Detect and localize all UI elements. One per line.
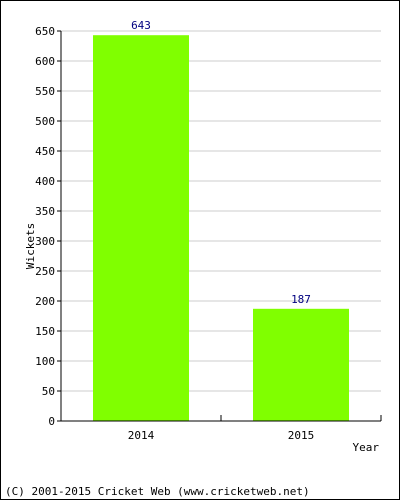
x-axis-label: Year bbox=[353, 441, 380, 454]
y-tick-label: 500 bbox=[35, 115, 55, 128]
data-label-2015: 187 bbox=[291, 293, 311, 306]
copyright-footer: (C) 2001-2015 Cricket Web (www.cricketwe… bbox=[5, 485, 310, 498]
y-tick-label: 300 bbox=[35, 235, 55, 248]
x-tick-label-2015: 2015 bbox=[288, 429, 315, 442]
y-tick-label: 450 bbox=[35, 145, 55, 158]
bar-2014 bbox=[93, 35, 189, 421]
y-tick-label: 650 bbox=[35, 25, 55, 38]
y-tick-label: 250 bbox=[35, 265, 55, 278]
bar-2015 bbox=[253, 308, 349, 421]
y-tick-label: 50 bbox=[42, 385, 55, 398]
y-tick-label: 150 bbox=[35, 325, 55, 338]
y-tick-label: 350 bbox=[35, 205, 55, 218]
y-tick-label: 100 bbox=[35, 355, 55, 368]
x-axis-ticks: 2014 2015 bbox=[128, 415, 382, 442]
y-tick-label: 400 bbox=[35, 175, 55, 188]
x-tick-label-2014: 2014 bbox=[128, 429, 155, 442]
y-axis-label: Wickets bbox=[24, 223, 37, 269]
y-tick-label: 200 bbox=[35, 295, 55, 308]
bar-chart: 050100150200250300350400450500550600650 … bbox=[24, 19, 382, 454]
y-tick-label: 550 bbox=[35, 85, 55, 98]
y-axis-ticks: 0 50 100 150 200 250 300 350 400 450 500 550 600 650 bbox=[35, 25, 61, 428]
data-label-2014: 643 bbox=[131, 19, 151, 32]
y-tick-label: 0 bbox=[48, 415, 55, 428]
y-tick-label: 600 bbox=[35, 55, 55, 68]
bars: 643 187 bbox=[93, 19, 349, 421]
